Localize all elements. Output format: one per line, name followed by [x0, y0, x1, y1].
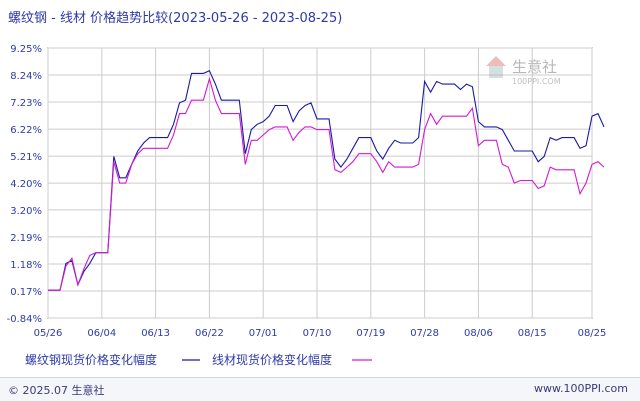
footer-copyright: © 2025.07 生意社 [8, 384, 105, 397]
grid-layer [47, 47, 593, 319]
x-tick-label: 07/10 [303, 328, 332, 339]
legend-label-series1: 螺纹钢现货价格变化幅度 [25, 352, 157, 367]
x-tick-label: 08/06 [464, 328, 493, 339]
y-tick-label: 7.23% [10, 98, 42, 109]
house-icon [486, 56, 506, 78]
x-tick-label: 07/28 [410, 328, 439, 339]
footer: © 2025.07 生意社 www.100PPI.com [0, 377, 640, 401]
x-tick-label: 07/19 [356, 328, 385, 339]
legend-label-series2: 线材现货价格变化幅度 [212, 352, 332, 367]
x-tick-label: 08/15 [518, 328, 547, 339]
x-tick-label: 05/26 [34, 328, 63, 339]
watermark-name: 生意社 [512, 58, 557, 76]
watermark-logo: 生意社 100PPI.COM [486, 56, 561, 86]
series-line-2 [48, 76, 605, 291]
y-tick-label: 3.20% [10, 206, 42, 217]
y-tick-label: 2.19% [10, 233, 42, 244]
y-tick-label: 0.17% [10, 287, 42, 298]
series-layer [48, 69, 605, 291]
y-tick-label: 8.24% [10, 71, 42, 82]
x-tick-label: 06/22 [195, 328, 224, 339]
y-tick-label: 9.25% [10, 44, 42, 55]
y-tick-label: -0.84% [7, 314, 42, 325]
y-tick-label: 5.21% [10, 152, 42, 163]
axis-layer: 9.25% 8.24% 7.23% 6.22% 5.21% 4.20% 3.20% 2.19%… [7, 44, 607, 339]
x-tick-label: 06/13 [141, 328, 170, 339]
footer-url-link[interactable]: www.100PPI.com [534, 382, 628, 395]
legend: 螺纹钢现货价格变化幅度 线材现货价格变化幅度 [25, 352, 372, 367]
y-tick-label: 4.20% [10, 179, 42, 190]
x-tick-label: 07/01 [249, 328, 278, 339]
series-line-1 [48, 69, 605, 291]
x-tick-label: 08/25 [578, 328, 607, 339]
chart-canvas: 9.25% 8.24% 7.23% 6.22% 5.21% 4.20% 3.20% 2.19%… [7, 44, 607, 367]
y-tick-label: 1.18% [10, 260, 42, 271]
y-tick-label: 6.22% [10, 125, 42, 136]
watermark-url: 100PPI.COM [512, 77, 561, 86]
x-tick-label: 06/04 [87, 328, 116, 339]
chart-title: 螺纹钢 - 线材 价格趋势比较(2023-05-26 - 2023-08-25) [8, 11, 343, 26]
